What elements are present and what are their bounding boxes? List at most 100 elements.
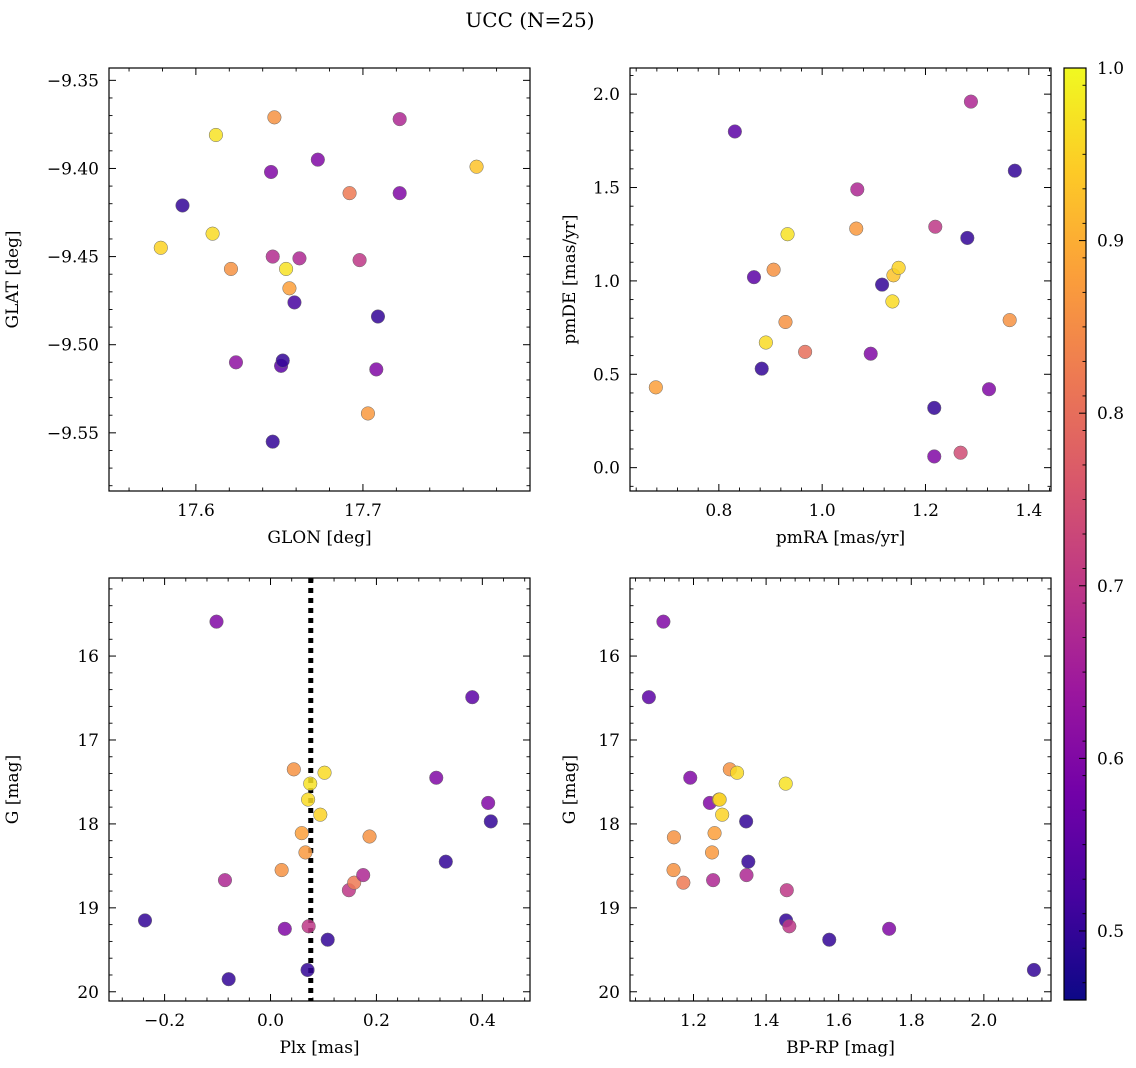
colorbar-tick-label: 1.0 <box>1097 59 1124 79</box>
plx-g-xtick-label: 0.4 <box>469 1011 496 1031</box>
glon-glat-ytick-label: −9.35 <box>47 71 99 91</box>
cmd-xlabel: BP-RP [mag] <box>786 1038 895 1058</box>
cmd-point <box>656 614 671 629</box>
pm-ytick-label: 2.0 <box>593 85 620 105</box>
cmd-ticks <box>630 578 1051 1001</box>
cmd-point <box>707 826 722 841</box>
plx-g-ytick-label: 19 <box>77 899 99 919</box>
plx-g-point <box>300 962 315 977</box>
panel-proper-motion: 0.8 1.0 1.2 1.4 0.0 0.5 1.0 1.5 2.0 pmRA [mas/yr… <box>560 67 1052 548</box>
cmd-point <box>683 770 698 785</box>
colorbar-tick-label: 0.6 <box>1097 749 1124 769</box>
glon-glat-point <box>175 198 190 213</box>
cmd-point <box>676 875 691 890</box>
glon-glat-point <box>265 434 280 449</box>
plx-g-point <box>137 913 153 928</box>
pm-point <box>746 270 762 285</box>
figure-title: UCC (N=25) <box>465 8 594 32</box>
glon-glat-point <box>342 186 357 201</box>
pm-xtick-label: 1.0 <box>809 501 836 521</box>
plx-g-point <box>481 795 496 810</box>
glon-glat-xlabel: GLON [deg] <box>267 528 371 548</box>
plx-g-tick-labels: −0.2 0.0 0.2 0.4 16 17 18 19 20 <box>77 647 496 1031</box>
pm-frame <box>629 67 1052 492</box>
colorbar-tick-label: 0.8 <box>1097 404 1124 424</box>
plx-g-point <box>362 829 377 844</box>
cmd-point <box>1026 962 1041 977</box>
pm-point <box>927 449 942 464</box>
cmd-point <box>666 830 681 845</box>
cmd-point <box>739 868 754 883</box>
pm-point <box>648 380 663 395</box>
pm-point <box>849 221 864 236</box>
glon-glat-frame <box>108 67 531 492</box>
cmd-point <box>882 921 897 936</box>
glon-glat-point <box>352 253 367 268</box>
cmd-ytick-label: 20 <box>598 983 620 1003</box>
plx-g-point <box>217 873 233 888</box>
glon-glat-ytick-label: −9.55 <box>47 424 99 444</box>
pm-point <box>885 294 900 309</box>
plx-g-point <box>298 845 313 860</box>
pm-ytick-label: 0.0 <box>593 459 620 479</box>
cmd-points <box>641 614 1041 977</box>
cmd-ytick-label: 18 <box>598 815 620 835</box>
plx-g-ytick-label: 16 <box>77 647 99 667</box>
pm-point <box>1002 313 1017 328</box>
plx-g-point <box>320 932 335 947</box>
glon-glat-point <box>275 353 290 368</box>
plx-g-point <box>301 792 316 807</box>
glon-glat-tick-labels: 17.6 17.7 −9.35 −9.40 −9.45 −9.50 −9.55 <box>47 71 382 521</box>
cmd-xtick-label: 2.0 <box>970 1011 997 1031</box>
cmd-point <box>666 863 681 878</box>
colorbar: 0.5 0.6 0.7 0.8 0.9 1.0 <box>1063 59 1124 1001</box>
pm-point <box>953 445 968 460</box>
cmd-point <box>715 807 730 822</box>
plx-g-point <box>294 826 309 841</box>
glon-glat-point <box>267 110 282 125</box>
plx-g-point <box>277 921 292 936</box>
glon-glat-point <box>153 240 168 255</box>
pm-point <box>981 382 997 397</box>
plx-g-point <box>301 919 316 934</box>
glon-glat-ytick-label: −9.40 <box>47 159 99 179</box>
pm-xtick-label: 1.4 <box>1015 501 1042 521</box>
cmd-point <box>712 792 727 807</box>
pm-points <box>648 94 1022 464</box>
pm-point <box>766 262 781 277</box>
cmd-point <box>706 873 721 888</box>
cmd-point <box>778 776 793 791</box>
plx-g-frame <box>108 577 531 1002</box>
pm-point <box>863 346 878 361</box>
colorbar-ticks: 0.5 0.6 0.7 0.8 0.9 1.0 <box>1079 59 1124 984</box>
plx-g-xlabel: Plx [mas] <box>279 1038 359 1058</box>
cmd-tick-labels: 1.2 1.4 1.6 1.8 2.0 16 17 18 19 20 <box>598 647 997 1031</box>
pm-point <box>850 182 865 197</box>
pm-xtick-label: 0.8 <box>705 501 732 521</box>
pm-tick-labels: 0.8 1.0 1.2 1.4 0.0 0.5 1.0 1.5 2.0 <box>593 85 1042 521</box>
plx-g-xtick-label: −0.2 <box>144 1011 185 1031</box>
pm-ytick-label: 0.5 <box>593 365 620 385</box>
panel-plx-g: −0.2 0.0 0.2 0.4 16 17 18 19 20 Plx [mas] G [mag… <box>3 577 531 1058</box>
glon-glat-point <box>310 152 325 167</box>
cmd-point <box>739 814 754 829</box>
glon-glat-point <box>264 164 279 180</box>
plx-g-point <box>221 972 236 987</box>
glon-glat-point <box>360 406 375 421</box>
glon-glat-point <box>208 127 223 143</box>
plx-g-point <box>317 765 332 780</box>
glon-glat-point <box>205 226 220 241</box>
cmd-point <box>741 854 756 869</box>
pm-point <box>960 230 975 245</box>
panel-glon-glat: 17.6 17.7 −9.35 −9.40 −9.45 −9.50 −9.55 GLON [… <box>3 67 531 548</box>
colorbar-tick-label: 0.9 <box>1097 232 1124 252</box>
cmd-xtick-label: 1.8 <box>898 1011 925 1031</box>
pm-point <box>928 219 943 234</box>
plx-g-point <box>286 762 301 777</box>
glon-glat-ytick-label: −9.50 <box>47 336 99 356</box>
plx-g-point <box>356 868 371 883</box>
pm-ylabel: pmDE [mas/yr] <box>560 214 580 344</box>
plx-g-ytick-label: 17 <box>77 731 99 751</box>
pm-point <box>963 94 978 109</box>
